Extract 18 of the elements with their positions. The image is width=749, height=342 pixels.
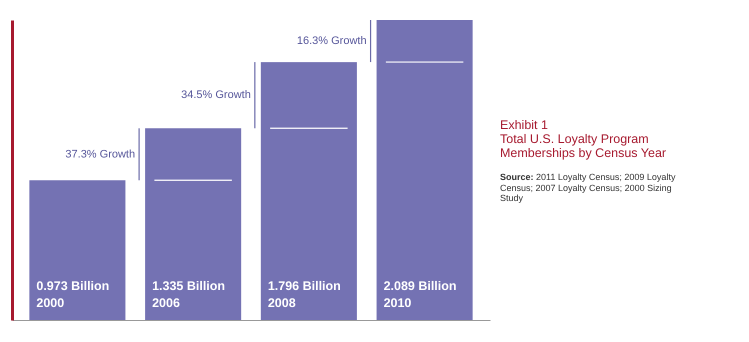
x-tick-label: 2000 (36, 296, 64, 310)
x-tick-label: 2010 (384, 296, 412, 310)
text: Exhibit 1 (500, 118, 549, 132)
source-note: Source: 2011 Loyalty Census; 2009 Loyalty Census; 2007 Loyalty Census; 2000 Sizing Study (500, 172, 676, 204)
x-tick-label: 2008 (268, 296, 296, 310)
annotation: 34.5% Growth (181, 89, 251, 102)
data-label: 2.089 Billion (384, 279, 457, 293)
data-label: 1.335 Billion (152, 279, 226, 293)
annotation: 16.3% Growth (296, 35, 367, 48)
bar (29, 180, 126, 320)
bar (376, 20, 473, 320)
bar (145, 128, 242, 320)
bar (260, 62, 357, 320)
annotation: 37.3% Growth (65, 148, 136, 160)
data-label: 0.973 Billion (36, 279, 110, 293)
data-label: 1.796 Billion (268, 279, 341, 293)
text: Total U.S. Loyalty Program Memberships by Census Year (500, 132, 668, 160)
x-tick-label: 2006 (152, 296, 180, 310)
